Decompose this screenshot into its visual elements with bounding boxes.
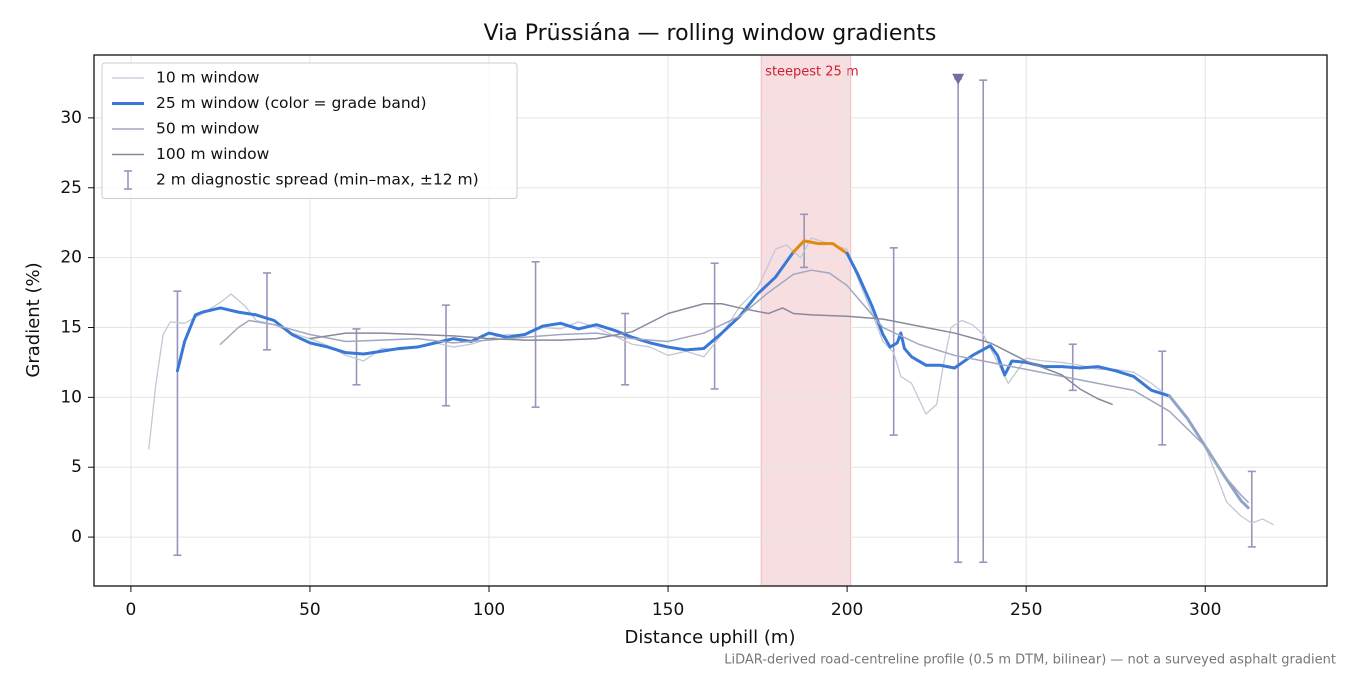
y-tick-label: 5 bbox=[71, 457, 82, 477]
y-tick-label: 20 bbox=[60, 248, 82, 268]
y-tick-label: 15 bbox=[60, 317, 82, 337]
legend-label: 100 m window bbox=[156, 145, 270, 163]
error-bar bbox=[979, 79, 988, 564]
error-bar bbox=[173, 290, 182, 557]
highlight-label: steepest 25 m bbox=[765, 65, 858, 80]
x-tick-label: 200 bbox=[831, 600, 863, 620]
legend-label: 2 m diagnostic spread (min–max, ±12 m) bbox=[156, 171, 479, 189]
error-bar bbox=[1158, 350, 1167, 446]
y-axis-label: Gradient (%) bbox=[23, 262, 44, 377]
plot-frame bbox=[93, 54, 1328, 587]
error-bar bbox=[352, 328, 361, 386]
y-tick-label: 10 bbox=[60, 387, 82, 407]
x-tick-label: 250 bbox=[1010, 600, 1042, 620]
y-tick-label: 0 bbox=[71, 527, 82, 547]
error-bar bbox=[262, 272, 271, 351]
error-bar bbox=[710, 262, 719, 390]
error-bar bbox=[531, 261, 540, 408]
legend-box bbox=[101, 62, 518, 199]
series-line bbox=[791, 239, 849, 255]
x-tick-label: 50 bbox=[299, 600, 321, 620]
y-tick-label: 30 bbox=[60, 108, 82, 128]
legend-label: 50 m window bbox=[156, 120, 260, 138]
flag-marker bbox=[952, 73, 965, 85]
x-axis-label: Distance uphill (m) bbox=[625, 627, 796, 648]
y-tick-label: 25 bbox=[60, 178, 82, 198]
x-tick-label: 0 bbox=[125, 600, 136, 620]
x-tick-label: 100 bbox=[473, 600, 505, 620]
x-tick-label: 150 bbox=[652, 600, 684, 620]
legend-label: 25 m window (color = grade band) bbox=[156, 94, 427, 112]
error-bar bbox=[621, 312, 630, 386]
legend-label: 10 m window bbox=[156, 69, 260, 87]
series-line bbox=[845, 251, 1171, 398]
x-tick-label: 300 bbox=[1189, 600, 1221, 620]
footnote: LiDAR-derived road-centreline profile (0… bbox=[724, 653, 1336, 668]
chart-title: Via Prüssiána — rolling window gradients bbox=[484, 21, 937, 46]
series-line bbox=[219, 269, 1249, 503]
highlight-span bbox=[760, 54, 852, 587]
error-bar bbox=[442, 304, 451, 407]
series-line bbox=[309, 302, 1113, 406]
error-bar bbox=[1247, 470, 1256, 548]
error-bar bbox=[889, 247, 898, 436]
